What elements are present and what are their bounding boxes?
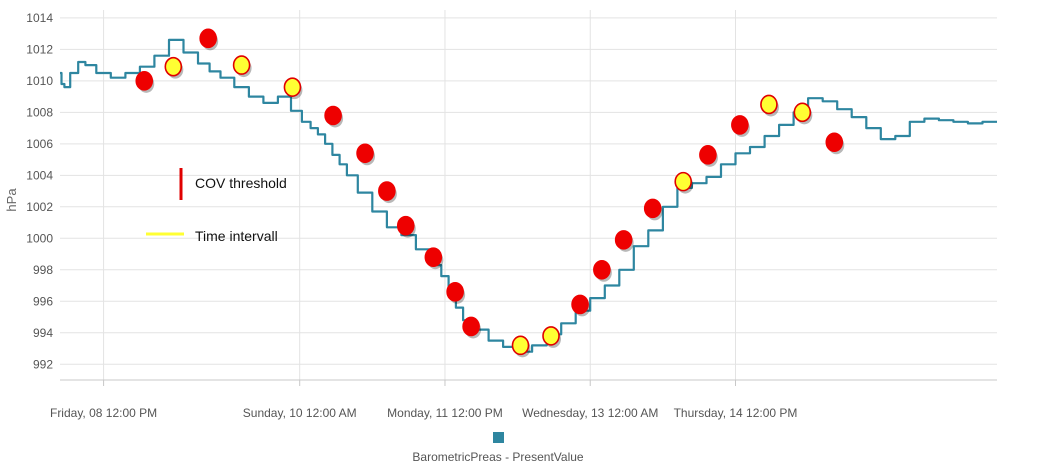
y-tick-label: 1004 — [26, 168, 53, 182]
y-axis-ticks: 992 994 996 998 1000 1002 1004 1006 1008 1010 1012… — [26, 11, 53, 371]
y-tick-label: 1010 — [26, 74, 53, 88]
marker-dot[interactable] — [731, 115, 749, 135]
series-line[interactable] — [60, 38, 997, 353]
marker-dot[interactable] — [232, 55, 251, 75]
y-tick-label: 1008 — [26, 105, 53, 119]
marker-dot[interactable] — [760, 94, 778, 115]
marker-dot[interactable] — [283, 77, 302, 97]
time-marker[interactable] — [760, 94, 779, 117]
series-layer — [60, 38, 997, 353]
cov-marker[interactable] — [356, 143, 376, 166]
marker-dot[interactable] — [593, 259, 611, 280]
marker-dot[interactable] — [793, 102, 812, 123]
time-marker[interactable] — [542, 326, 562, 348]
marker-dot[interactable] — [511, 335, 530, 356]
marker-dot[interactable] — [825, 132, 844, 153]
marker-dot[interactable] — [135, 71, 154, 91]
legend-label[interactable]: BarometricPreas - PresentValue — [412, 450, 584, 464]
time-interval-label: Time intervall — [195, 228, 278, 244]
cov-marker[interactable] — [396, 215, 416, 238]
y-tick-label: 1014 — [26, 11, 53, 25]
marker-dot[interactable] — [164, 56, 183, 77]
time-interval-annotation: Time intervall — [146, 228, 278, 244]
cov-marker[interactable] — [593, 259, 612, 282]
legend[interactable]: BarometricPreas - PresentValue — [412, 432, 584, 464]
y-tick-label: 996 — [33, 294, 53, 308]
cov-marker[interactable] — [424, 247, 444, 270]
marker-dot[interactable] — [378, 181, 396, 201]
cov-marker[interactable] — [446, 282, 466, 304]
y-tick-label: 1000 — [26, 231, 53, 245]
time-marker[interactable] — [283, 77, 303, 100]
cov-marker[interactable] — [731, 115, 750, 137]
marker-dot[interactable] — [571, 294, 589, 315]
marker-layer — [135, 28, 845, 358]
x-tick-label: Friday, 08 12:00 PM — [50, 406, 157, 420]
cov-threshold-label: COV threshold — [195, 175, 287, 191]
cov-marker[interactable] — [462, 316, 482, 339]
marker-dot[interactable] — [699, 145, 717, 165]
marker-dot[interactable] — [324, 105, 342, 126]
marker-dot[interactable] — [542, 326, 560, 346]
cov-marker[interactable] — [135, 71, 155, 93]
x-tick-label: Monday, 11 12:00 PM — [387, 406, 503, 420]
cov-marker[interactable] — [324, 105, 344, 128]
x-tick-label: Thursday, 14 12:00 PM — [674, 406, 798, 420]
time-marker[interactable] — [793, 102, 813, 125]
cov-marker[interactable] — [199, 28, 219, 51]
cov-marker[interactable] — [699, 145, 718, 167]
time-marker[interactable] — [164, 56, 184, 79]
y-tick-label: 1006 — [26, 137, 53, 151]
marker-dot[interactable] — [643, 198, 662, 219]
marker-dot[interactable] — [199, 28, 217, 49]
marker-dot[interactable] — [462, 316, 480, 337]
cov-threshold-annotation: COV threshold — [179, 168, 287, 200]
marker-dot[interactable] — [446, 282, 464, 302]
time-marker[interactable] — [232, 55, 252, 78]
cov-marker[interactable] — [825, 132, 845, 155]
marker-dot[interactable] — [424, 247, 443, 267]
cov-marker[interactable] — [643, 198, 663, 221]
time-marker[interactable] — [511, 335, 531, 358]
cov-marker[interactable] — [614, 230, 634, 252]
marker-dot[interactable] — [396, 215, 415, 236]
legend-swatch[interactable] — [493, 432, 504, 443]
time-marker[interactable] — [674, 171, 694, 194]
marker-dot[interactable] — [614, 230, 633, 250]
marker-dot[interactable] — [674, 171, 693, 192]
marker-dot[interactable] — [356, 143, 374, 164]
y-tick-label: 998 — [33, 263, 53, 277]
cov-marker[interactable] — [378, 181, 397, 204]
y-tick-label: 994 — [33, 326, 53, 340]
x-axis-ticks: Friday, 08 12:00 PM Sunday, 10 12:00 AM Mo… — [50, 380, 797, 420]
x-tick-label: Wednesday, 13 12:00 AM — [522, 406, 658, 420]
grid — [60, 10, 997, 380]
y-tick-label: 1002 — [26, 200, 53, 214]
y-tick-label: 1012 — [26, 42, 53, 56]
y-axis-title: hPa — [4, 188, 19, 212]
y-tick-label: 992 — [33, 357, 53, 371]
x-tick-label: Sunday, 10 12:00 AM — [243, 406, 357, 420]
cov-marker[interactable] — [571, 294, 591, 317]
